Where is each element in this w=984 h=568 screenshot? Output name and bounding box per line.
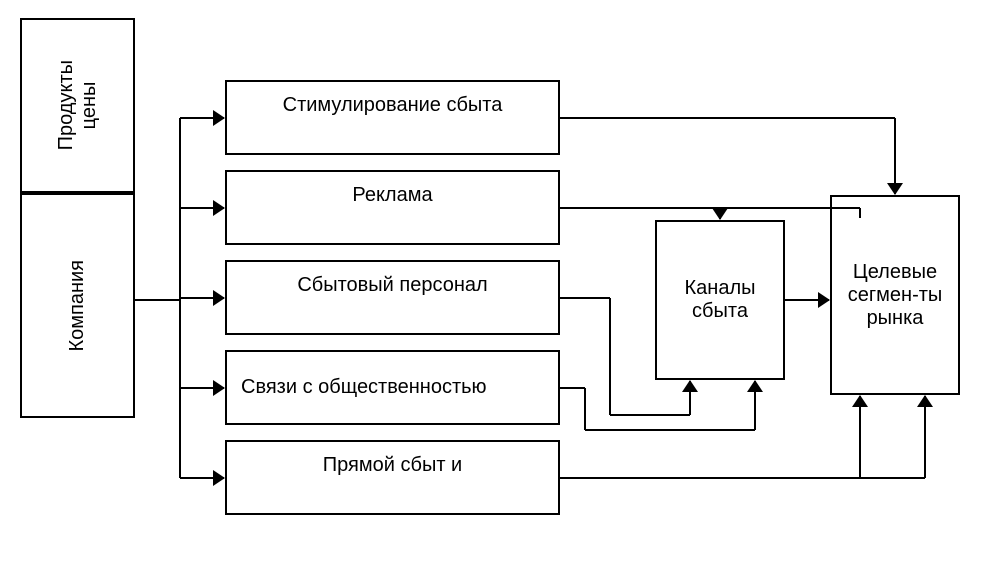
label-promo: Стимулирование сбыта [283, 94, 503, 117]
diagram-canvas: Продукты цены Компания Стимулирование сб… [0, 0, 984, 568]
node-ads: Реклама [225, 170, 560, 245]
node-products-prices: Продукты цены [20, 18, 135, 193]
label-pr: Связи с общественностью [241, 376, 487, 399]
label-products-prices: Продукты цены [55, 60, 101, 150]
label-ads: Реклама [352, 184, 432, 207]
label-direct: Прямой сбыт и [323, 454, 462, 477]
node-company: Компания [20, 193, 135, 418]
node-segments: Целевые сегмен-ты рынка [830, 195, 960, 395]
label-company: Компания [66, 260, 89, 352]
label-segments: Целевые сегмен-ты рынка [840, 261, 950, 330]
node-pr: Связи с общественностью [225, 350, 560, 425]
node-channels: Каналы сбыта [655, 220, 785, 380]
node-promo: Стимулирование сбыта [225, 80, 560, 155]
label-sales-staff: Сбытовый персонал [297, 274, 487, 297]
label-channels: Каналы сбыта [665, 277, 775, 323]
node-sales-staff: Сбытовый персонал [225, 260, 560, 335]
node-direct: Прямой сбыт и [225, 440, 560, 515]
